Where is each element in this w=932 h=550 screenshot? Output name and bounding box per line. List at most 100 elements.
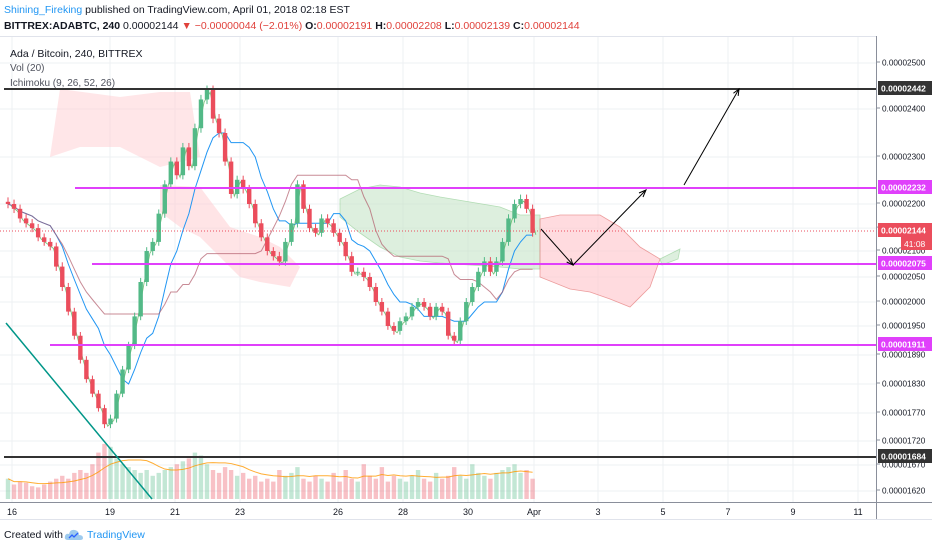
volume-bar <box>120 464 125 499</box>
volume-bar <box>108 446 113 499</box>
candle-body <box>48 241 53 247</box>
volume-bar <box>265 478 270 499</box>
volume-bar <box>385 481 391 499</box>
volume-bar <box>313 475 318 499</box>
volume-bar <box>11 484 17 499</box>
price-tick-label: 0.00002300 <box>882 153 926 162</box>
candle-body <box>78 335 83 360</box>
price-scale-canvas[interactable]: 0.00002500 0.00002400 0.00002300 0.00002200… <box>877 36 932 502</box>
chart-canvas[interactable] <box>0 37 876 503</box>
volume-bar <box>391 475 397 499</box>
volume-bar <box>482 475 487 499</box>
volume-bar <box>271 481 276 499</box>
candle-body <box>512 204 517 219</box>
level-price-label: 0.00002232 <box>881 183 926 193</box>
volume-bar <box>464 478 469 499</box>
time-scale[interactable]: 16 19 21 23 26 28 30 Apr 3 5 7 9 11 <box>0 502 876 519</box>
volume-bar <box>379 467 385 499</box>
footer: Created with TradingView <box>0 519 932 550</box>
volume-bar <box>524 470 529 499</box>
ichimoku-cloud-past <box>160 185 300 287</box>
candle-body <box>23 218 29 224</box>
volume-bar <box>72 472 77 499</box>
projection-arrow-target-head <box>733 87 740 97</box>
candle-body <box>90 379 95 394</box>
volume-bar <box>180 461 186 499</box>
candle-body <box>482 261 487 272</box>
low-label: L: <box>444 20 455 32</box>
candle-body <box>35 228 41 238</box>
candle-body <box>319 218 324 233</box>
volume-bar <box>506 467 511 499</box>
price-tick-label: 0.00002200 <box>882 200 926 209</box>
candle-body <box>445 311 451 336</box>
volume-bar <box>174 464 180 499</box>
scale-corner <box>876 502 932 519</box>
author-link[interactable]: Shining_Fireking <box>4 4 83 16</box>
projection-arrow-up-segment <box>572 190 646 266</box>
level-price-tag <box>878 81 932 95</box>
candle-body <box>180 147 186 176</box>
high-value: 0.00002208 <box>386 20 442 32</box>
volume-bar <box>192 452 198 499</box>
high-label: H: <box>375 20 387 32</box>
volume-bar <box>216 472 222 499</box>
volume-bar <box>17 481 23 499</box>
candle-body <box>415 302 421 307</box>
volume-bar <box>102 443 107 499</box>
candle-body <box>222 133 228 162</box>
last-price-tag <box>878 223 932 237</box>
volume-bar <box>60 475 65 499</box>
time-tick-label: 28 <box>398 507 408 517</box>
candle-body <box>277 256 282 262</box>
tradingview-brand[interactable]: TradingView <box>87 529 145 541</box>
down-arrow-icon: ▼ <box>181 20 192 32</box>
candle-body <box>271 251 276 257</box>
chart-pane[interactable] <box>0 36 876 503</box>
candle-body <box>108 418 113 425</box>
price-tick-label: 0.00002000 <box>882 298 926 307</box>
candle-body <box>331 223 336 233</box>
tradingview-cloud-icon[interactable] <box>64 528 84 542</box>
level-price-label: 0.00002075 <box>881 259 926 269</box>
volume-bar <box>162 470 167 499</box>
candle-body <box>54 246 59 267</box>
volume-bar <box>228 470 234 499</box>
candle-body <box>355 271 360 273</box>
volume-bar <box>319 478 324 499</box>
price-scale[interactable]: 0.00002500 0.00002400 0.00002300 0.00002200… <box>876 36 932 502</box>
legend-ichimoku[interactable]: Ichimoku (9, 26, 52, 26) <box>10 78 116 89</box>
volume-bar <box>210 470 216 499</box>
candle-body <box>295 184 300 224</box>
volume-bar <box>415 470 421 499</box>
trendline <box>5 322 153 500</box>
volume-bar <box>409 475 415 499</box>
time-scale-canvas[interactable]: 16 19 21 23 26 28 30 Apr 3 5 7 9 11 <box>0 503 876 520</box>
volume-bar <box>500 470 505 499</box>
candle-body <box>524 199 529 209</box>
volume-bar <box>234 475 240 499</box>
volume-bar <box>259 481 264 499</box>
candle-body <box>216 118 222 133</box>
candle-body <box>247 189 252 204</box>
candle-body <box>192 128 198 167</box>
candle-body <box>41 237 47 242</box>
volume-bar <box>470 464 475 499</box>
volume-bar <box>204 464 210 499</box>
time-tick-label: 30 <box>463 507 473 517</box>
candle-body <box>289 223 294 242</box>
low-value: 0.00002139 <box>454 20 511 32</box>
time-tick-label: 21 <box>170 507 180 517</box>
volume-bar <box>35 487 41 499</box>
candle-body <box>156 213 161 242</box>
volume-bar <box>476 472 481 499</box>
candle-body <box>120 369 125 394</box>
candle-body <box>518 199 523 204</box>
volume-bar <box>373 478 379 499</box>
price-tick-label: 0.00001830 <box>882 380 926 389</box>
candle-body <box>150 241 155 251</box>
candle-body <box>367 277 372 287</box>
volume-bar <box>331 472 336 499</box>
candle-body <box>84 359 89 380</box>
legend-volume[interactable]: Vol (20) <box>10 63 45 74</box>
